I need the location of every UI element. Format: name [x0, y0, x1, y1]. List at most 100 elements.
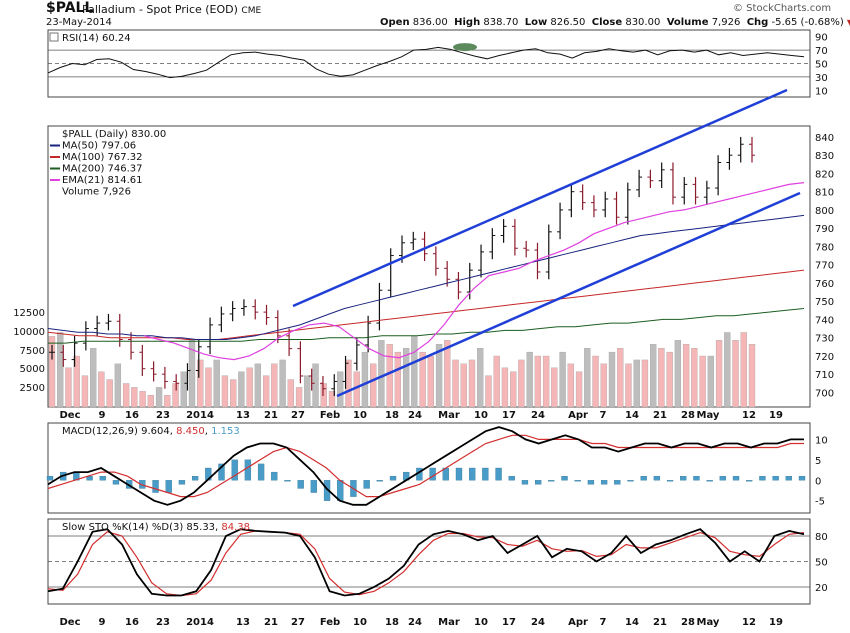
volume-value: 7,926	[711, 17, 741, 28]
macd-signal-value: 8.450	[176, 426, 205, 437]
price-x-tick-label: 24	[531, 410, 545, 421]
volume-bar	[584, 348, 591, 408]
volume-bar	[427, 355, 434, 408]
price-x-tick-label: Mar	[438, 410, 460, 421]
price-x-tick-label: 23	[156, 410, 170, 421]
instrument-name: Palladium - Spot Price (EOD)	[82, 3, 238, 16]
volume-bar	[172, 383, 179, 408]
volume-bar	[254, 363, 262, 408]
volume-bar	[320, 383, 327, 408]
macd-histogram-bar	[680, 476, 687, 481]
volume-bar	[370, 363, 377, 408]
volume-bar	[567, 363, 574, 408]
macd-histogram-bar	[297, 480, 304, 489]
volume-axis-tick: 12500	[13, 308, 45, 319]
macd-histogram-bar	[640, 476, 647, 481]
ohlc-readout: Open 836.00 High 838.70 Low 826.50 Close…	[380, 17, 850, 28]
volume-bar	[707, 355, 714, 408]
volume-bar	[435, 344, 443, 408]
macd-histogram-bar	[165, 480, 172, 493]
price-axis-tick: 710	[815, 370, 834, 381]
macd-panel	[47, 422, 811, 514]
volume-legend: Volume 7,926	[62, 187, 131, 198]
macd-histogram-bar	[152, 480, 159, 493]
price-x-tick-label: 28	[681, 410, 695, 421]
sto-x-tick-label: Dec	[59, 617, 80, 628]
macd-histogram-bar	[627, 480, 634, 482]
ma50-legend: MA(50) 797.06	[62, 141, 136, 152]
volume-bar	[81, 375, 89, 408]
ema21-line	[143, 182, 805, 361]
volume-bar	[460, 363, 467, 408]
price-x-tick-label: 17	[502, 410, 516, 421]
price-x-tick-label: 14	[625, 410, 639, 421]
volume-bar	[625, 363, 632, 408]
volume-bar	[740, 332, 747, 408]
sto-x-tick-label: 2014	[186, 617, 214, 628]
volume-bar	[650, 344, 657, 408]
price-x-tick-label: 18	[385, 410, 399, 421]
volume-bar	[477, 348, 484, 408]
macd-histogram-bar	[732, 476, 740, 481]
rsi-line	[47, 46, 805, 79]
sto-d-value: 84.38	[221, 522, 250, 533]
chg-value: -5.65 (-0.68%)	[771, 17, 844, 28]
macd-histogram-bar	[257, 463, 265, 481]
volume-bar	[205, 367, 212, 408]
volume-bar	[246, 367, 253, 408]
macd-histogram-bar	[653, 476, 661, 481]
sto-x-tick-label: 9	[99, 617, 106, 628]
price-axis-tick: 730	[815, 334, 834, 345]
macd-sep: ,	[205, 426, 211, 437]
low-label: Low	[524, 17, 548, 28]
open-value: 836.00	[412, 17, 448, 28]
price-legend: $PALL (Daily) 830.00	[62, 129, 166, 140]
volume-bar	[386, 344, 393, 408]
volume-bar	[411, 336, 418, 408]
sto-x-tick-label: Apr	[568, 617, 588, 628]
macd-histogram-bar	[587, 480, 595, 485]
volume-bar	[608, 351, 616, 408]
volume-bar	[122, 383, 130, 408]
macd-histogram-bar	[574, 480, 581, 482]
price-x-tick-label: 12	[742, 410, 756, 421]
sto-x-tick-label: 16	[125, 617, 139, 628]
volume-bar	[559, 351, 566, 408]
macd-histogram-bar	[429, 467, 436, 481]
ma200-line	[48, 308, 805, 344]
volume-bar	[748, 344, 756, 408]
close-label: Close	[591, 17, 623, 28]
price-x-tick-label: 16	[125, 410, 139, 421]
volume-bar	[57, 332, 64, 408]
macd-histogram-bar	[508, 476, 515, 481]
volume-bar	[732, 340, 739, 408]
macd-histogram-bar	[46, 476, 54, 481]
volume-bar	[575, 371, 583, 408]
volume-bar	[221, 375, 229, 408]
volume-bar	[65, 367, 72, 408]
price-axis-tick: 810	[815, 188, 834, 199]
volume-bar	[106, 379, 113, 408]
volume-bar	[147, 395, 154, 408]
price-axis-tick: 760	[815, 279, 834, 290]
open-label: Open	[380, 17, 410, 28]
price-x-tick-label: 7	[600, 410, 607, 421]
macd-histogram-bar	[231, 459, 238, 481]
volume-bar	[542, 355, 550, 408]
macd-histogram-bar	[719, 476, 726, 481]
volume-bar	[674, 340, 682, 408]
rsi-axis-tick: 70	[815, 46, 828, 57]
price-axis-tick: 750	[815, 297, 834, 308]
volume-bar	[48, 336, 56, 408]
macd-histogram-bar	[746, 480, 753, 482]
volume-bar	[90, 348, 97, 408]
price-axis-tick: 780	[815, 242, 834, 253]
volume-bar	[188, 340, 196, 408]
macd-histogram-bar	[469, 467, 476, 481]
volume-bar	[633, 359, 640, 408]
volume-bar	[468, 359, 476, 408]
low-value: 826.50	[550, 17, 586, 28]
macd-histogram-bar	[271, 471, 278, 481]
chart-instrument-name: Palladium - Spot Price (EOD) CME	[82, 3, 261, 16]
